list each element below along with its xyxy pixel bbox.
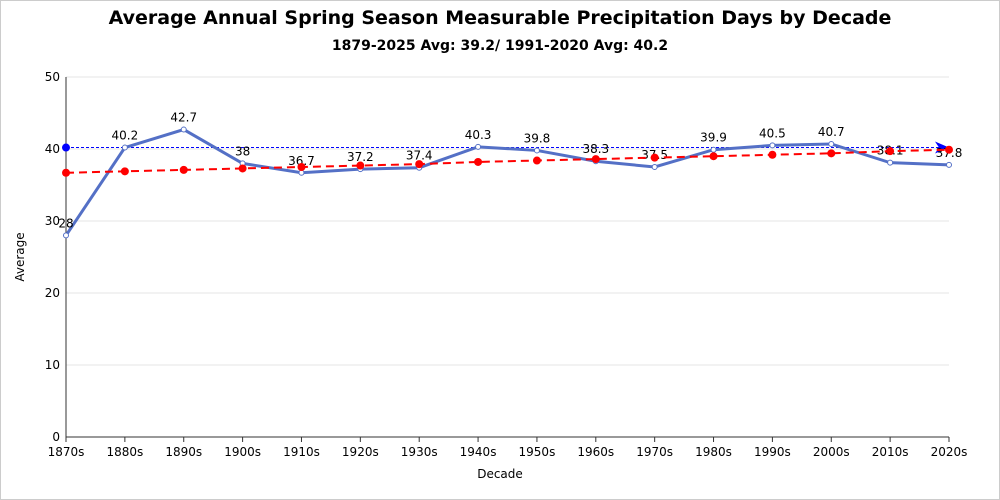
trend-point	[768, 150, 777, 159]
x-tick-label: 1940s	[460, 445, 497, 459]
x-tick-label: 1970s	[636, 445, 673, 459]
data-label: 40.2	[112, 129, 139, 143]
x-tick-label: 1900s	[224, 445, 261, 459]
trend-point	[827, 149, 836, 158]
trend-point	[886, 147, 895, 156]
x-tick-label: 2010s	[872, 445, 909, 459]
x-axis-label: Decade	[477, 467, 523, 481]
data-point	[769, 142, 776, 149]
trend-point	[415, 160, 424, 169]
x-tick-label: 1870s	[48, 445, 85, 459]
data-point	[533, 147, 540, 154]
data-label: 40.7	[818, 125, 845, 139]
x-tick-label: 2000s	[813, 445, 850, 459]
y-axis-label: Average	[13, 232, 27, 281]
data-label: 37.4	[406, 149, 433, 163]
chart-title: Average Annual Spring Season Measurable …	[109, 7, 892, 29]
data-point	[121, 144, 128, 151]
trend-point	[945, 145, 953, 154]
reference-marker	[62, 143, 70, 152]
x-tick-label: 1920s	[342, 445, 379, 459]
y-tick-label: 0	[52, 430, 60, 444]
y-tick-label: 20	[45, 286, 60, 300]
data-label: 39.8	[524, 131, 551, 145]
data-label: 36.7	[288, 154, 315, 168]
data-point	[298, 169, 305, 176]
trend-point	[650, 153, 659, 162]
chart-subtitle: 1879-2025 Avg: 39.2/ 1991-2020 Avg: 40.2	[332, 38, 668, 54]
data-point	[710, 146, 717, 153]
x-tick-label: 1930s	[401, 445, 438, 459]
data-label: 38	[235, 144, 250, 158]
x-tick-label: 1890s	[165, 445, 202, 459]
data-label: 40.3	[465, 128, 492, 142]
data-label: 38.3	[582, 142, 609, 156]
data-point	[946, 161, 952, 168]
data-point	[63, 232, 69, 239]
data-point	[828, 140, 835, 147]
trend-point	[238, 164, 247, 173]
data-label: 39.9	[700, 131, 727, 145]
y-tick-label: 30	[45, 214, 60, 228]
data-label: 40.5	[759, 126, 786, 140]
y-tick-label: 50	[45, 70, 60, 84]
data-point	[651, 164, 658, 170]
trend-point	[532, 156, 541, 165]
series-line	[65, 148, 950, 174]
data-point	[180, 126, 187, 133]
trend-point	[356, 161, 365, 170]
data-label: 37.2	[347, 150, 374, 164]
x-tick-label: 1980s	[695, 445, 732, 459]
trend-point	[297, 163, 306, 171]
y-tick-label: 40	[45, 142, 60, 156]
x-tick-label: 1990s	[754, 445, 791, 459]
x-tick-label: 1960s	[577, 445, 614, 459]
data-label: 28	[58, 216, 73, 230]
trend-point	[179, 165, 188, 174]
trend-point	[474, 157, 483, 166]
x-tick-label: 1950s	[519, 445, 556, 459]
x-tick-label: 1880s	[106, 445, 143, 459]
trend-point	[120, 167, 129, 176]
x-tick-label: 1910s	[283, 445, 320, 459]
x-tick-label: 2020s	[931, 445, 968, 459]
trend-point	[709, 152, 718, 161]
series-line	[64, 127, 950, 237]
data-point	[475, 143, 482, 150]
trend-point	[591, 155, 600, 164]
y-tick-label: 10	[45, 358, 60, 372]
data-label: 42.7	[170, 111, 197, 125]
trend-point	[62, 168, 70, 177]
data-point	[887, 159, 894, 166]
